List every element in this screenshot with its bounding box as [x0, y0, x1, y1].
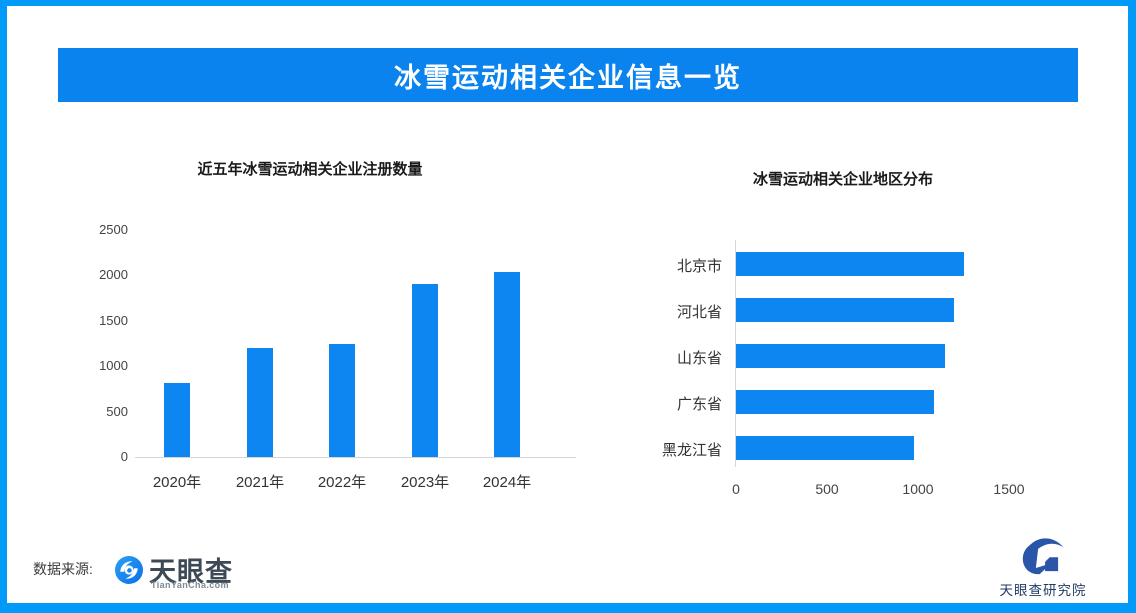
- right-chart-title: 冰雪运动相关企业地区分布: [752, 171, 933, 188]
- header-banner: 冰雪运动相关企业信息一览: [58, 48, 1078, 102]
- bar-河北省: [736, 298, 955, 322]
- x-tick-label: 0: [732, 481, 740, 497]
- y-tick-label: 1000: [99, 358, 128, 374]
- x-category-label: 2024年: [482, 474, 532, 491]
- tianyancha-research-icon: [1019, 534, 1065, 581]
- x-axis-line: [135, 457, 576, 458]
- x-tick-label: 500: [815, 481, 839, 497]
- tianyancha-research-logo: 天眼查研究院: [983, 534, 1103, 598]
- y-category-label: 黑龙江省: [661, 442, 722, 459]
- bar-山东省: [736, 344, 946, 368]
- y-axis-line: [735, 240, 736, 467]
- y-tick-label: 500: [106, 403, 128, 419]
- bar-2024年: [494, 271, 520, 457]
- y-tick-label: 2500: [99, 222, 128, 237]
- x-category-label: 2023年: [400, 474, 450, 491]
- left-chart-title: 近五年冰雪运动相关企业注册数量: [197, 161, 423, 178]
- tianyancha-logo: 天眼查 TianYanCha.com: [115, 549, 245, 595]
- bar-2021年: [247, 348, 273, 457]
- bar-北京市: [736, 252, 964, 276]
- y-category-label: 河北省: [676, 304, 722, 321]
- y-category-label: 北京市: [676, 258, 722, 275]
- y-category-label: 山东省: [676, 350, 722, 367]
- bar-2020年: [164, 382, 190, 457]
- bar-广东省: [736, 390, 935, 414]
- y-tick-label: 1500: [99, 312, 128, 328]
- bar-2022年: [329, 343, 355, 457]
- y-tick-label: 2000: [99, 267, 128, 283]
- y-category-label: 广东省: [676, 396, 722, 413]
- x-tick-label: 1500: [993, 481, 1025, 497]
- y-tick-label: 0: [120, 449, 128, 464]
- x-category-label: 2021年: [235, 474, 285, 491]
- tianyancha-logo-url: TianYanCha.com: [151, 580, 229, 590]
- tianyancha-research-text: 天眼查研究院: [999, 583, 1087, 598]
- bar-2023年: [412, 284, 438, 457]
- x-category-label: 2022年: [317, 474, 367, 491]
- x-tick-label: 1000: [902, 481, 934, 497]
- bar-黑龙江省: [736, 436, 915, 460]
- data-source-label: 数据来源:: [33, 561, 93, 577]
- tianyancha-logo-text: 天眼查: [149, 557, 233, 587]
- x-category-label: 2020年: [152, 474, 202, 491]
- tianyancha-eye-icon: [115, 556, 143, 589]
- page-title: 冰雪运动相关企业信息一览: [394, 62, 742, 93]
